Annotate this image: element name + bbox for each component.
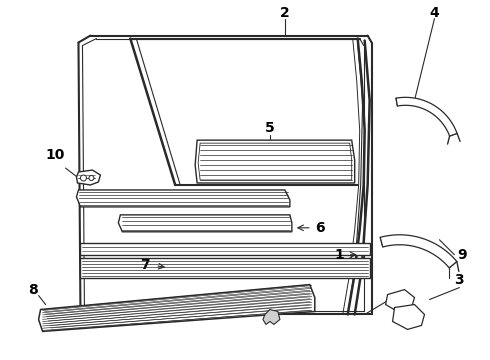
Polygon shape bbox=[76, 190, 290, 207]
Circle shape bbox=[80, 175, 86, 181]
Polygon shape bbox=[263, 310, 280, 324]
Text: 4: 4 bbox=[430, 6, 440, 20]
Text: 2: 2 bbox=[280, 6, 290, 20]
Text: 5: 5 bbox=[265, 121, 275, 135]
Text: 9: 9 bbox=[458, 248, 467, 262]
Circle shape bbox=[89, 176, 94, 180]
Text: 7: 7 bbox=[141, 258, 150, 272]
Text: 3: 3 bbox=[455, 273, 464, 287]
Polygon shape bbox=[396, 97, 457, 136]
Text: 10: 10 bbox=[46, 148, 65, 162]
Polygon shape bbox=[80, 258, 369, 278]
Polygon shape bbox=[386, 289, 415, 311]
Polygon shape bbox=[119, 215, 292, 232]
Polygon shape bbox=[39, 285, 315, 332]
Polygon shape bbox=[195, 140, 355, 183]
Polygon shape bbox=[80, 243, 369, 255]
Text: 6: 6 bbox=[315, 221, 324, 235]
Text: 1: 1 bbox=[335, 248, 344, 262]
Polygon shape bbox=[76, 170, 100, 185]
Text: 8: 8 bbox=[28, 283, 37, 297]
Polygon shape bbox=[380, 235, 457, 268]
Polygon shape bbox=[392, 305, 424, 329]
